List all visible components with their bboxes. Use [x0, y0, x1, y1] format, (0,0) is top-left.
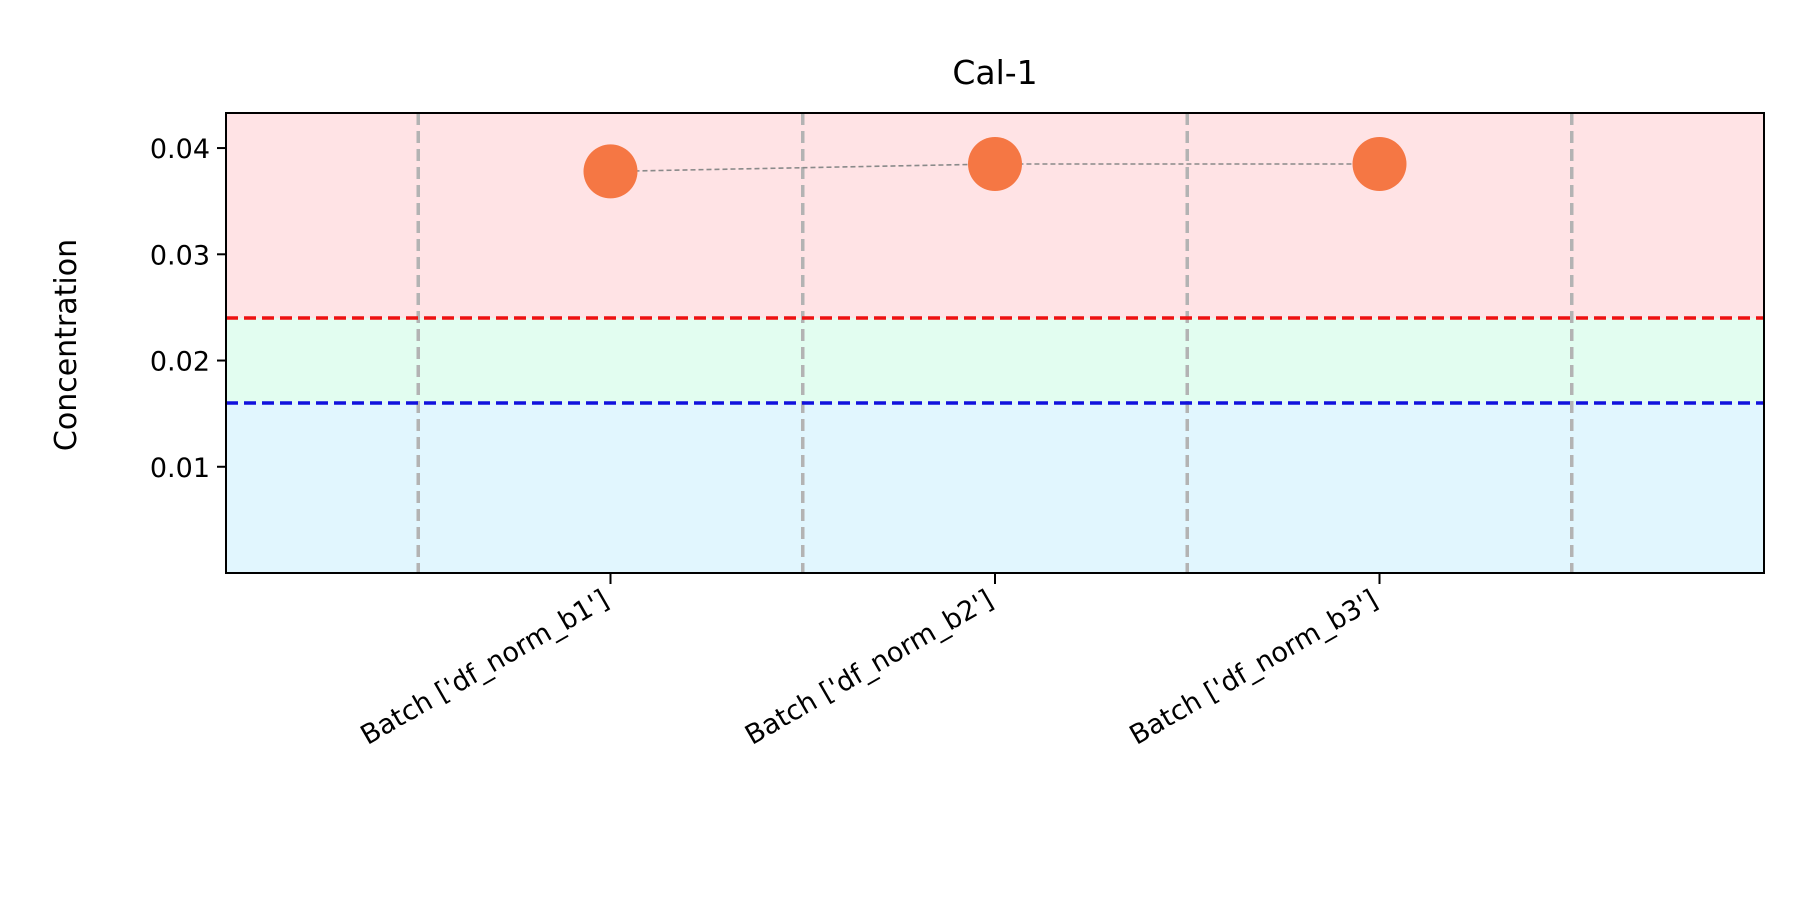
data-point: [583, 144, 638, 199]
x-tick-label: Batch ['df_norm_b1']: [355, 584, 614, 751]
data-point: [1352, 136, 1407, 191]
band-between-thresholds: [226, 318, 1764, 404]
y-tick-label: 0.01: [150, 453, 210, 484]
x-tick-label: Batch ['df_norm_b2']: [740, 584, 999, 751]
plot-area: 0.01 0.02 0.03 0.04 Batch ['df_norm_b1'] Batc…: [150, 112, 1765, 751]
data-point: [968, 136, 1022, 191]
x-tick-label: Batch ['df_norm_b3']: [1124, 584, 1383, 751]
y-tick-label: 0.04: [150, 134, 210, 165]
y-axis-label: Concentration: [49, 239, 84, 451]
band-below-lower: [226, 403, 1764, 573]
y-tick-label: 0.02: [150, 347, 210, 378]
y-tick-label: 0.03: [150, 240, 210, 271]
chart-title: Cal-1: [952, 53, 1037, 92]
